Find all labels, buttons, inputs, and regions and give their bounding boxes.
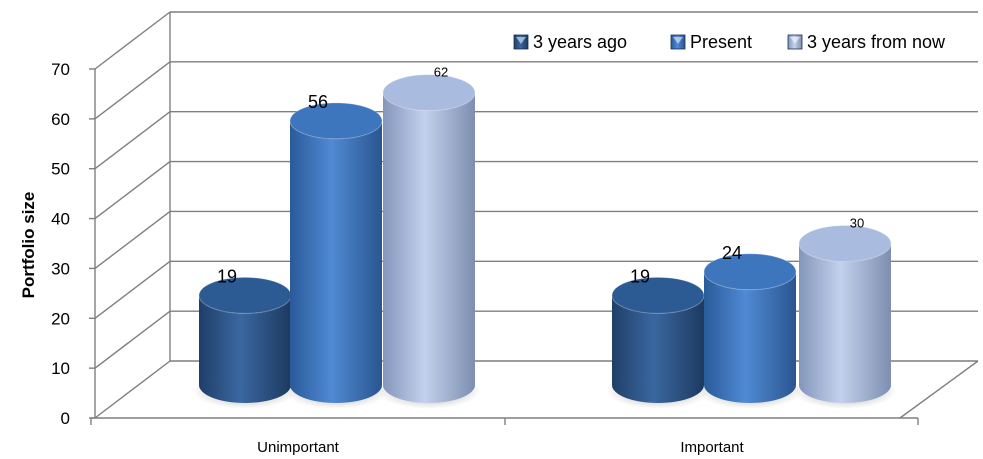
y-axis-label: Portfolio size <box>19 192 38 299</box>
bar <box>793 225 897 409</box>
side-gridline <box>94 260 171 319</box>
side-gridline <box>94 210 171 269</box>
side-gridline <box>94 11 171 70</box>
y-tick-label: 50 <box>51 160 70 179</box>
bar <box>698 253 802 409</box>
data-label: 24 <box>722 243 742 263</box>
legend-label: 3 years from now <box>807 32 946 52</box>
y-tick-label: 10 <box>51 359 70 378</box>
bar <box>193 276 297 409</box>
legend-item: 3 years ago <box>513 32 627 52</box>
data-label: 30 <box>850 216 864 231</box>
bar <box>606 276 710 409</box>
y-tick-label: 30 <box>51 259 70 278</box>
data-label: 56 <box>308 92 328 112</box>
legend-item: Present <box>670 32 752 52</box>
data-label: 19 <box>630 266 650 286</box>
y-tick-label: 0 <box>61 409 70 428</box>
legend-item: 3 years from now <box>787 32 946 52</box>
bar <box>284 102 388 409</box>
side-gridline <box>94 360 171 419</box>
data-label: 19 <box>217 266 237 286</box>
bars: 19 56 62 19 24 30 <box>193 65 897 409</box>
legend-label: 3 years ago <box>533 32 627 52</box>
side-gridline <box>94 161 171 220</box>
y-tick-label: 40 <box>51 210 70 229</box>
side-gridline <box>94 310 171 369</box>
x-tick-label: Important <box>680 439 744 456</box>
side-gridline <box>94 111 171 170</box>
y-tick-label: 70 <box>51 60 70 79</box>
data-label: 62 <box>434 65 448 80</box>
side-gridline <box>94 61 171 120</box>
bar <box>377 74 481 409</box>
legend: 3 years ago Present 3 years from now <box>513 32 946 52</box>
y-tick-label: 20 <box>51 309 70 328</box>
y-axis-ticks: 0 10 20 30 40 50 60 70 <box>51 60 70 428</box>
legend-label: Present <box>690 32 752 52</box>
y-tick-label: 60 <box>51 110 70 129</box>
x-tick-label: Unimportant <box>257 439 340 456</box>
x-axis-categories: Unimportant Important <box>257 439 744 456</box>
